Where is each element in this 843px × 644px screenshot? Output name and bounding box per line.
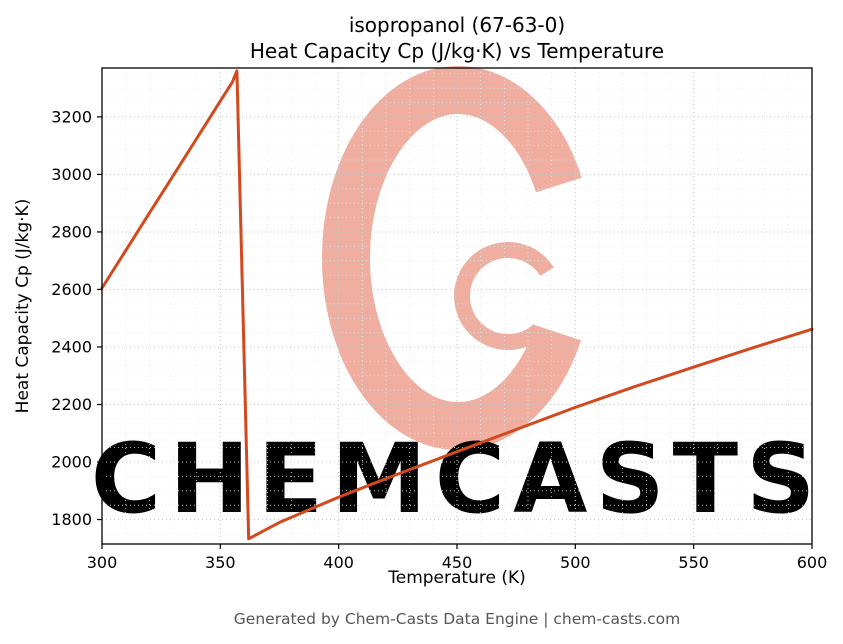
logo-outer-swirl bbox=[322, 66, 594, 450]
x-tick-label: 350 bbox=[205, 553, 236, 572]
x-tick-label: 550 bbox=[678, 553, 709, 572]
y-tick-label: 2800 bbox=[51, 222, 92, 241]
cp-series-line bbox=[100, 69, 814, 541]
chart-title-line-1: isopropanol (67-63-0) bbox=[349, 13, 565, 37]
footer-caption: Generated by Chem-Casts Data Engine | ch… bbox=[234, 610, 680, 628]
x-tick-label: 400 bbox=[323, 553, 354, 572]
y-tick-label: 2600 bbox=[51, 280, 92, 299]
y-tick-label: 1800 bbox=[51, 510, 92, 529]
x-tick-label: 450 bbox=[442, 553, 473, 572]
logo-inner-swirl bbox=[454, 242, 562, 350]
chemcasts-logo-watermark bbox=[322, 66, 594, 450]
chart-title-line-2: Heat Capacity Cp (J/kg·K) vs Temperature bbox=[250, 39, 664, 63]
y-tick-label: 2400 bbox=[51, 337, 92, 356]
axis-ticks: 300 350 400 450 500 550 600 1800 2000 2200 2400 260… bbox=[51, 107, 827, 572]
chemcasts-text-watermark: CHEMCASTS bbox=[91, 423, 823, 535]
x-axis-label: Temperature (K) bbox=[387, 568, 526, 588]
x-tick-label: 300 bbox=[87, 553, 118, 572]
y-axis-label: Heat Capacity Cp (J/kg·K) bbox=[13, 199, 33, 414]
y-tick-label: 3200 bbox=[51, 107, 92, 126]
y-tick-label: 3000 bbox=[51, 165, 92, 184]
cp-series bbox=[100, 69, 814, 541]
x-tick-label: 600 bbox=[797, 553, 828, 572]
x-tick-label: 500 bbox=[560, 553, 591, 572]
y-tick-label: 2000 bbox=[51, 453, 92, 472]
y-tick-label: 2200 bbox=[51, 395, 92, 414]
